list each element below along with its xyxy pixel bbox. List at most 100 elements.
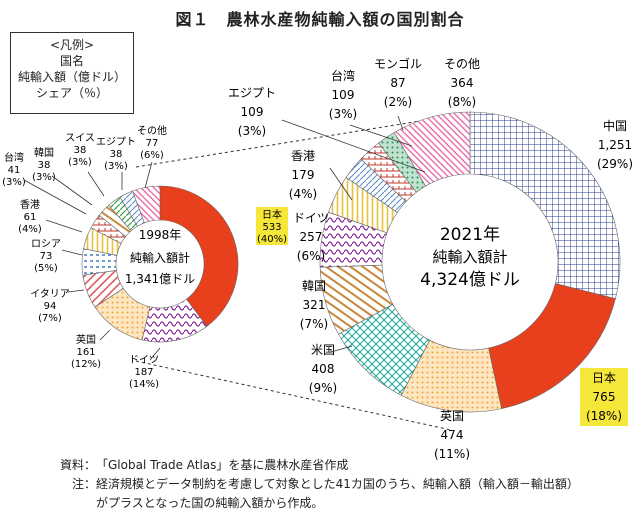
label-1998-taiwan-share: (3%) — [2, 177, 26, 188]
center-1998-line3: 1,341億ドル — [125, 272, 195, 286]
donut-1998 — [81, 185, 239, 343]
label-1998-russia-name: ロシア — [31, 239, 61, 250]
note-text-2: がプラスとなった国の純輸入額から作成。 — [96, 496, 324, 510]
label-1998-japan-highlight — [256, 207, 288, 245]
leader-1998-hongkong — [45, 219, 83, 233]
leader-1998-other — [144, 161, 153, 189]
label-1998-switzerland-share: (3%) — [68, 157, 92, 168]
leader-1998-korea — [51, 175, 93, 206]
label-2021-uk-share: (11%) — [434, 447, 470, 461]
donut-1998-slice-japan — [159, 185, 239, 327]
leader-2021-mongolia — [397, 115, 404, 131]
label-2021-taiwan-share: (3%) — [329, 107, 357, 121]
label-1998-korea-value: 38 — [38, 160, 51, 171]
label-2021-mongolia-name: モンゴル — [374, 56, 422, 71]
label-2021-japan-share: (18%) — [586, 409, 622, 423]
leader-1998-italy — [67, 289, 85, 293]
leader-1998-uk — [99, 329, 111, 341]
center-2021-line1: 2021年 — [440, 225, 500, 245]
label-1998-germany-name: ドイツ — [129, 355, 159, 366]
label-2021-egypt-value: 109 — [241, 105, 264, 119]
note-key: 注： — [71, 477, 96, 491]
label-2021-egypt-share: (3%) — [238, 124, 266, 138]
label-2021-uk-name: 英国 — [440, 409, 464, 423]
label-2021-uk-value: 474 — [441, 428, 464, 442]
label-1998-uk-value: 161 — [76, 347, 95, 358]
label-2021-hongkong-value: 179 — [292, 168, 315, 182]
label-1998-switzerland-value: 38 — [74, 145, 87, 156]
legend-header: <凡例> — [49, 38, 95, 52]
leader-2021-hongkong — [329, 167, 353, 201]
label-2021-korea-share: (7%) — [300, 317, 328, 331]
label-1998-japan-value: 533 — [262, 222, 281, 233]
label-2021-china-value: 1,251 — [598, 138, 632, 152]
label-1998-japan-name: 日本 — [262, 208, 282, 221]
label-2021-china-name: 中国 — [603, 118, 627, 133]
label-2021-other-share: (8%) — [448, 95, 476, 109]
label-2021-hongkong-share: (4%) — [289, 187, 317, 201]
label-2021-taiwan-name: 台湾 — [331, 68, 355, 83]
label-1998-hongkong-name: 香港 — [20, 199, 40, 211]
label-1998-other-share: (6%) — [140, 150, 164, 161]
label-1998-italy-name: イタリア — [30, 288, 70, 300]
label-2021-germany-name: ドイツ — [293, 211, 329, 225]
label-1998-egypt-share: (3%) — [104, 161, 128, 172]
label-1998-egypt-value: 38 — [110, 149, 123, 160]
legend-line-country: 国名 — [59, 54, 84, 68]
label-2021-other-name: その他 — [444, 57, 480, 71]
leader-2021-egypt — [281, 119, 426, 173]
center-1998-line2: 純輸入額計 — [130, 250, 190, 265]
donut-2021-slice-other — [393, 111, 471, 187]
label-1998-korea-share: (3%) — [32, 172, 56, 183]
legend-line-share: シェア（％） — [35, 86, 108, 100]
label-2021-japan-name: 日本 — [592, 371, 616, 385]
center-1998-line1: 1998年 — [139, 228, 182, 242]
leader-1998-taiwan — [23, 179, 87, 215]
donut-2021 — [319, 111, 621, 413]
label-2021-germany-value: 257 — [300, 230, 323, 244]
label-1998-italy-value: 94 — [44, 301, 57, 312]
donut-2021-slice-china — [469, 111, 621, 300]
legend-box: <凡例> 国名 純輸入額（億ドル） シェア（％） — [10, 32, 134, 114]
label-1998-russia-share: (5%) — [34, 263, 58, 274]
source-key: 資料： — [59, 458, 96, 472]
label-2021-us-name: 米国 — [311, 343, 335, 357]
notes: 資料： 「Global Trade Atlas」を基に農林水産省作成 注： 経済… — [52, 456, 632, 513]
label-1998-hongkong-share: (4%) — [18, 224, 42, 235]
labels-2021: 中国 1,251 (29%) 日本 765 (18%) 英国 474 (11%) 米国 408 (9%… — [228, 56, 633, 461]
legend-line-value: 純輸入額（億ドル） — [17, 70, 126, 84]
figure-title: 図１ 農林水産物純輸入額の国別割合 — [175, 10, 465, 29]
label-2021-mongolia-value: 87 — [390, 76, 405, 90]
label-2021-mongolia-share: (2%) — [384, 95, 412, 109]
label-1998-switzerland-name: スイス — [65, 133, 95, 144]
label-1998-korea-name: 韓国 — [34, 147, 54, 159]
label-2021-japan-value: 765 — [593, 390, 616, 404]
label-2021-taiwan-value: 109 — [332, 88, 355, 102]
source-text: 「Global Trade Atlas」を基に農林水産省作成 — [96, 458, 349, 472]
label-1998-germany-share: (14%) — [129, 379, 159, 390]
label-2021-us-value: 408 — [312, 362, 335, 376]
leader-2021-taiwan — [349, 124, 413, 147]
label-1998-other-name: その他 — [137, 124, 167, 137]
label-1998-hongkong-value: 61 — [24, 212, 37, 223]
label-2021-korea-name: 韓国 — [302, 279, 326, 293]
label-2021-china-share: (29%) — [597, 157, 633, 171]
label-1998-egypt-name: エジプト — [96, 136, 136, 148]
label-1998-other-value: 77 — [146, 138, 159, 149]
label-2021-other-value: 364 — [451, 76, 474, 90]
connector-top — [135, 115, 452, 168]
label-2021-germany-share: (6%) — [297, 249, 325, 263]
label-2021-japan-highlight — [580, 368, 628, 426]
label-1998-uk-share: (12%) — [71, 359, 101, 370]
leader-1998-swiss — [87, 171, 105, 197]
leader-2021-us — [330, 345, 353, 353]
note-text-1: 経済規模とデータ制約を考慮して対象とした41カ国のうち、純輸入額（輸入額－輸出額… — [96, 477, 579, 491]
label-1998-germany-value: 187 — [134, 367, 153, 378]
center-2021-line2: 純輸入額計 — [432, 248, 507, 266]
label-1998-japan-share: (40%) — [257, 234, 287, 245]
label-1998-russia-value: 73 — [40, 251, 53, 262]
donut-1998-slice-other — [132, 185, 161, 224]
label-1998-taiwan-value: 41 — [8, 165, 21, 176]
label-1998-italy-share: (7%) — [38, 313, 62, 324]
